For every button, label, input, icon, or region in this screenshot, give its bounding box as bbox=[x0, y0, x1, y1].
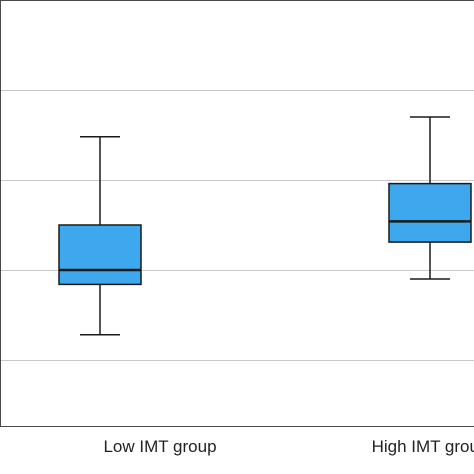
box-series bbox=[58, 116, 472, 336]
x-tick-label-high-imt: High IMT group bbox=[372, 437, 474, 456]
interquartile-box bbox=[58, 224, 142, 286]
box-high-imt bbox=[388, 116, 472, 280]
x-axis-labels: Low IMT group High IMT group bbox=[103, 437, 474, 456]
box-low-imt bbox=[58, 136, 142, 336]
interquartile-box bbox=[388, 182, 472, 243]
x-tick-label-low-imt: Low IMT group bbox=[103, 437, 216, 456]
plot-frame bbox=[0, 0, 474, 427]
